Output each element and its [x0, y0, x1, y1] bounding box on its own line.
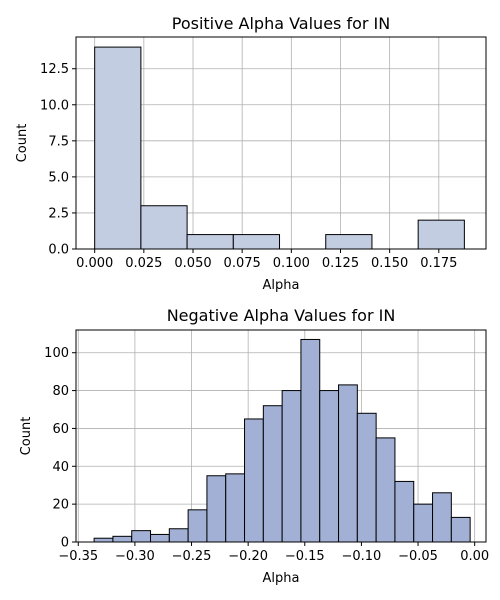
histogram-bar-positive	[325, 234, 373, 250]
histogram-bar-negative	[206, 475, 227, 543]
histogram-bar-negative	[281, 390, 302, 543]
y-tick-label-negative: 20	[52, 498, 69, 513]
chart-title-positive: Positive Alpha Values for IN	[172, 14, 390, 33]
histogram-bar-negative	[413, 503, 434, 543]
y-axis-label-positive: Count	[15, 124, 30, 163]
plot-frame-negative	[75, 329, 487, 543]
positive-alpha-histogram: 0.000 0.025 0.050 0.075 0.100 0.125 0.150 0.175…	[15, 14, 487, 293]
histogram-bar-negative	[356, 412, 377, 543]
x-tick-label-negative: −0.15	[285, 549, 325, 564]
chart-title-negative: Negative Alpha Values for IN	[167, 306, 396, 325]
histogram-bar-negative	[338, 384, 358, 543]
plot-frame-positive	[75, 36, 487, 250]
y-tick-label-negative: 80	[52, 384, 69, 399]
x-axis-label-positive: Alpha	[263, 278, 300, 293]
y-tick-label-positive: 2.5	[48, 206, 69, 221]
histogram-bar-positive	[94, 46, 142, 250]
y-tick-label-positive: 7.5	[48, 134, 69, 149]
histogram-bar-negative	[187, 509, 208, 543]
histogram-bar-negative	[375, 437, 396, 543]
histogram-bar-positive	[186, 234, 234, 250]
x-tick-label-negative: −0.25	[172, 549, 212, 564]
histogram-bar-negative	[168, 528, 189, 543]
x-tick-label-negative: −0.30	[115, 549, 155, 564]
histogram-bar-negative	[93, 537, 114, 543]
x-tick-label-positive: 0.100	[273, 256, 310, 271]
x-tick-label-negative: −0.05	[398, 549, 438, 564]
y-tick-label-positive: 10.0	[40, 98, 69, 113]
histogram-bar-negative	[112, 535, 133, 543]
histogram-bar-negative	[150, 533, 170, 543]
bars-negative	[93, 338, 471, 543]
y-tick-label-negative: 60	[52, 422, 69, 437]
x-tick-label-positive: 0.150	[371, 256, 408, 271]
x-tick-label-positive: 0.000	[76, 256, 113, 271]
x-axis-label-negative: Alpha	[263, 571, 300, 586]
x-tick-label-negative: 0.00	[460, 549, 489, 564]
y-axis-label-negative: Count	[19, 417, 34, 456]
y-tick-label-negative: 0	[61, 536, 69, 551]
histogram-bar-negative	[225, 473, 246, 543]
x-tick-label-positive: 0.125	[322, 256, 359, 271]
x-tick-label-positive: 0.050	[174, 256, 211, 271]
histogram-bar-negative	[432, 492, 452, 543]
y-ticks-negative: 0 20 40 60 80 100	[44, 346, 76, 551]
histogram-bar-negative	[394, 480, 415, 543]
x-tick-label-negative: −0.35	[58, 549, 98, 564]
x-tick-label-negative: −0.20	[228, 549, 268, 564]
histogram-bar-negative	[319, 390, 340, 543]
y-tick-label-positive: 5.0	[48, 170, 69, 185]
histogram-bar-negative	[244, 418, 264, 543]
histogram-bar-positive	[417, 219, 465, 250]
x-tick-label-negative: −0.10	[341, 549, 381, 564]
y-tick-label-negative: 100	[44, 346, 69, 361]
histogram-bar-negative	[300, 338, 321, 543]
y-tick-label-negative: 40	[52, 460, 69, 475]
histogram-bar-positive	[140, 205, 188, 250]
x-tick-label-positive: 0.075	[224, 256, 261, 271]
y-tick-label-positive: 12.5	[40, 62, 69, 77]
y-tick-label-positive: 0.0	[48, 243, 69, 258]
negative-alpha-histogram: −0.35 −0.30 −0.25 −0.20 −0.15 −0.10 −0.05 0.00 …	[19, 306, 489, 586]
histogram-bar-negative	[450, 516, 471, 543]
x-ticks-negative: −0.35 −0.30 −0.25 −0.20 −0.15 −0.10 −0.05 0.00	[58, 542, 489, 564]
x-tick-label-positive: 0.025	[125, 256, 162, 271]
histogram-bar-negative	[262, 405, 283, 543]
x-ticks-positive: 0.000 0.025 0.050 0.075 0.100 0.125 0.150 0.175	[76, 249, 457, 271]
x-tick-label-positive: 0.175	[420, 256, 457, 271]
histogram-bar-negative	[131, 530, 152, 543]
y-ticks-positive: 0.0 2.5 5.0 7.5 10.0 12.5	[40, 62, 76, 258]
histogram-bar-positive	[232, 234, 281, 250]
